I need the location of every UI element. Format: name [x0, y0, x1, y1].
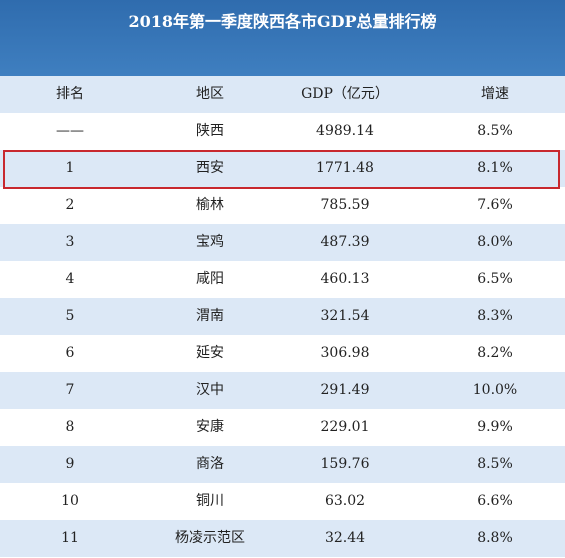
table-row: 10 铜川 63.02 6.6% [0, 483, 565, 520]
table-cell: 6.6% [477, 493, 513, 509]
column-header: GDP（亿元） [301, 86, 389, 102]
table-cell: 5 [65, 308, 75, 324]
table-cell: 10.0% [472, 382, 518, 398]
table-cell: 8.1% [477, 160, 513, 176]
table-cell: 7.6% [477, 197, 513, 213]
table-row: 5 渭南 321.54 8.3% [0, 298, 565, 335]
table-cell: 榆林 [196, 197, 224, 213]
table-cell: 460.13 [320, 271, 370, 287]
table-cell: 西安 [196, 160, 224, 176]
table-cell: 8.8% [477, 530, 513, 546]
table-row: 1 西安 1771.48 8.1% [0, 150, 565, 187]
table-cell: —— [56, 123, 84, 139]
table-cell: 安康 [196, 419, 224, 435]
column-header: 地区 [196, 86, 224, 102]
table-cell: 32.44 [324, 530, 366, 546]
table-cell: 渭南 [196, 308, 224, 324]
table-cell: 487.39 [320, 234, 370, 250]
table-cell: 汉中 [196, 382, 224, 398]
table-cell: 159.76 [320, 456, 370, 472]
table-cell: 商洛 [196, 456, 224, 472]
title: 2018年第一季度陕西各市GDP总量排行榜 [128, 12, 437, 31]
table-cell: 4989.14 [316, 123, 374, 139]
table-cell: 延安 [196, 345, 224, 361]
header-row: 排名 地区 GDP（亿元） 增速 [0, 76, 565, 113]
table-row: 9 商洛 159.76 8.5% [0, 446, 565, 483]
table-cell: 杨凌示范区 [175, 530, 245, 546]
table-cell: 11 [61, 530, 79, 546]
table-row: 3 宝鸡 487.39 8.0% [0, 224, 565, 261]
table-cell: 3 [65, 234, 75, 250]
table-cell: 铜川 [196, 493, 224, 509]
column-header: 排名 [56, 86, 84, 102]
table-cell: 8.5% [477, 123, 513, 139]
table-cell: 6 [65, 345, 75, 361]
table-cell: 7 [65, 382, 75, 398]
table-cell: 陕西 [196, 123, 224, 139]
table-cell: 785.59 [320, 197, 370, 213]
table-row: 8 安康 229.01 9.9% [0, 409, 565, 446]
title-bar: 2018年第一季度陕西各市GDP总量排行榜 [0, 0, 565, 76]
table-cell: 1771.48 [316, 160, 374, 176]
table-row: 4 咸阳 460.13 6.5% [0, 261, 565, 298]
table-cell: 8.0% [477, 234, 513, 250]
table-cell: 229.01 [320, 419, 370, 435]
table-cell: 63.02 [324, 493, 366, 509]
table-row: 7 汉中 291.49 10.0% [0, 372, 565, 409]
table-cell: 咸阳 [196, 271, 224, 287]
table-cell: 9.9% [477, 419, 513, 435]
table-row: 2 榆林 785.59 7.6% [0, 187, 565, 224]
table-cell: 宝鸡 [196, 234, 224, 250]
column-header: 增速 [481, 86, 509, 102]
table-row: 6 延安 306.98 8.2% [0, 335, 565, 372]
table-cell: 8 [65, 419, 75, 435]
highlight-box [3, 150, 560, 189]
table-cell: 291.49 [320, 382, 370, 398]
table-row: 11 杨凌示范区 32.44 8.8% [0, 520, 565, 557]
table-cell: 306.98 [320, 345, 370, 361]
table-cell: 10 [61, 493, 79, 509]
table-cell: 321.54 [320, 308, 370, 324]
table-cell: 8.2% [477, 345, 513, 361]
table-cell: 8.3% [477, 308, 513, 324]
table-cell: 1 [65, 160, 75, 176]
table-cell: 9 [65, 456, 75, 472]
table-cell: 6.5% [477, 271, 513, 287]
table-cell: 2 [65, 197, 75, 213]
table-cell: 4 [65, 271, 75, 287]
table-cell: 8.5% [477, 456, 513, 472]
table-row: —— 陕西 4989.14 8.5% [0, 113, 565, 150]
